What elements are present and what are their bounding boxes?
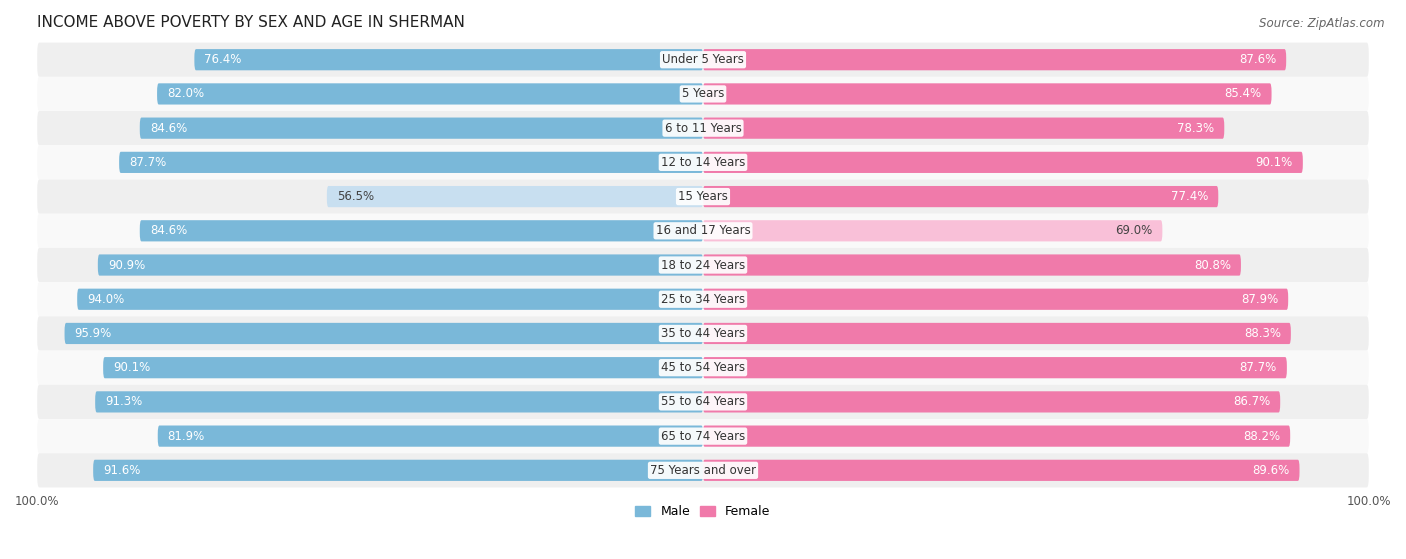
Text: 89.6%: 89.6% (1253, 464, 1289, 477)
FancyBboxPatch shape (65, 323, 703, 344)
FancyBboxPatch shape (37, 350, 1369, 385)
FancyBboxPatch shape (120, 151, 703, 173)
FancyBboxPatch shape (103, 357, 703, 378)
FancyBboxPatch shape (157, 425, 703, 447)
FancyBboxPatch shape (703, 288, 1288, 310)
Text: 45 to 54 Years: 45 to 54 Years (661, 361, 745, 374)
FancyBboxPatch shape (77, 288, 703, 310)
FancyBboxPatch shape (139, 117, 703, 139)
Text: Under 5 Years: Under 5 Years (662, 53, 744, 66)
FancyBboxPatch shape (157, 83, 703, 105)
Text: 16 and 17 Years: 16 and 17 Years (655, 224, 751, 238)
Text: 88.3%: 88.3% (1244, 327, 1281, 340)
FancyBboxPatch shape (37, 145, 1369, 179)
FancyBboxPatch shape (703, 459, 1299, 481)
FancyBboxPatch shape (37, 385, 1369, 419)
FancyBboxPatch shape (326, 186, 703, 207)
Text: 90.1%: 90.1% (1256, 156, 1294, 169)
FancyBboxPatch shape (703, 391, 1281, 413)
Text: 87.9%: 87.9% (1241, 293, 1278, 306)
Text: 65 to 74 Years: 65 to 74 Years (661, 430, 745, 443)
FancyBboxPatch shape (139, 220, 703, 241)
FancyBboxPatch shape (37, 316, 1369, 350)
Text: 75 Years and over: 75 Years and over (650, 464, 756, 477)
Text: 78.3%: 78.3% (1177, 122, 1215, 135)
Text: 95.9%: 95.9% (75, 327, 112, 340)
Text: Source: ZipAtlas.com: Source: ZipAtlas.com (1260, 17, 1385, 30)
FancyBboxPatch shape (37, 282, 1369, 316)
Text: 82.0%: 82.0% (167, 87, 204, 101)
Text: 12 to 14 Years: 12 to 14 Years (661, 156, 745, 169)
Text: 77.4%: 77.4% (1171, 190, 1208, 203)
Text: 85.4%: 85.4% (1225, 87, 1261, 101)
Text: 87.6%: 87.6% (1239, 53, 1277, 66)
FancyBboxPatch shape (37, 179, 1369, 214)
FancyBboxPatch shape (37, 248, 1369, 282)
Text: 25 to 34 Years: 25 to 34 Years (661, 293, 745, 306)
Text: 5 Years: 5 Years (682, 87, 724, 101)
Text: 80.8%: 80.8% (1194, 258, 1230, 272)
Text: INCOME ABOVE POVERTY BY SEX AND AGE IN SHERMAN: INCOME ABOVE POVERTY BY SEX AND AGE IN S… (37, 15, 465, 30)
Text: 87.7%: 87.7% (129, 156, 166, 169)
Text: 86.7%: 86.7% (1233, 395, 1270, 409)
FancyBboxPatch shape (37, 77, 1369, 111)
Text: 90.1%: 90.1% (112, 361, 150, 374)
Legend: Male, Female: Male, Female (630, 500, 776, 523)
Text: 56.5%: 56.5% (337, 190, 374, 203)
Text: 91.6%: 91.6% (103, 464, 141, 477)
FancyBboxPatch shape (703, 254, 1241, 276)
Text: 35 to 44 Years: 35 to 44 Years (661, 327, 745, 340)
FancyBboxPatch shape (96, 391, 703, 413)
FancyBboxPatch shape (703, 186, 1218, 207)
Text: 81.9%: 81.9% (167, 430, 205, 443)
FancyBboxPatch shape (37, 42, 1369, 77)
Text: 76.4%: 76.4% (204, 53, 242, 66)
Text: 15 Years: 15 Years (678, 190, 728, 203)
FancyBboxPatch shape (37, 419, 1369, 453)
Text: 84.6%: 84.6% (150, 122, 187, 135)
Text: 87.7%: 87.7% (1240, 361, 1277, 374)
Text: 55 to 64 Years: 55 to 64 Years (661, 395, 745, 409)
Text: 88.2%: 88.2% (1243, 430, 1281, 443)
FancyBboxPatch shape (703, 357, 1286, 378)
FancyBboxPatch shape (93, 459, 703, 481)
Text: 18 to 24 Years: 18 to 24 Years (661, 258, 745, 272)
FancyBboxPatch shape (703, 425, 1291, 447)
FancyBboxPatch shape (37, 214, 1369, 248)
FancyBboxPatch shape (194, 49, 703, 70)
Text: 84.6%: 84.6% (150, 224, 187, 238)
Text: 94.0%: 94.0% (87, 293, 125, 306)
Text: 91.3%: 91.3% (105, 395, 142, 409)
FancyBboxPatch shape (703, 117, 1225, 139)
FancyBboxPatch shape (703, 49, 1286, 70)
FancyBboxPatch shape (703, 220, 1163, 241)
FancyBboxPatch shape (703, 83, 1271, 105)
Text: 69.0%: 69.0% (1115, 224, 1153, 238)
FancyBboxPatch shape (703, 151, 1303, 173)
FancyBboxPatch shape (37, 453, 1369, 487)
Text: 6 to 11 Years: 6 to 11 Years (665, 122, 741, 135)
FancyBboxPatch shape (703, 323, 1291, 344)
Text: 90.9%: 90.9% (108, 258, 145, 272)
FancyBboxPatch shape (37, 111, 1369, 145)
FancyBboxPatch shape (98, 254, 703, 276)
